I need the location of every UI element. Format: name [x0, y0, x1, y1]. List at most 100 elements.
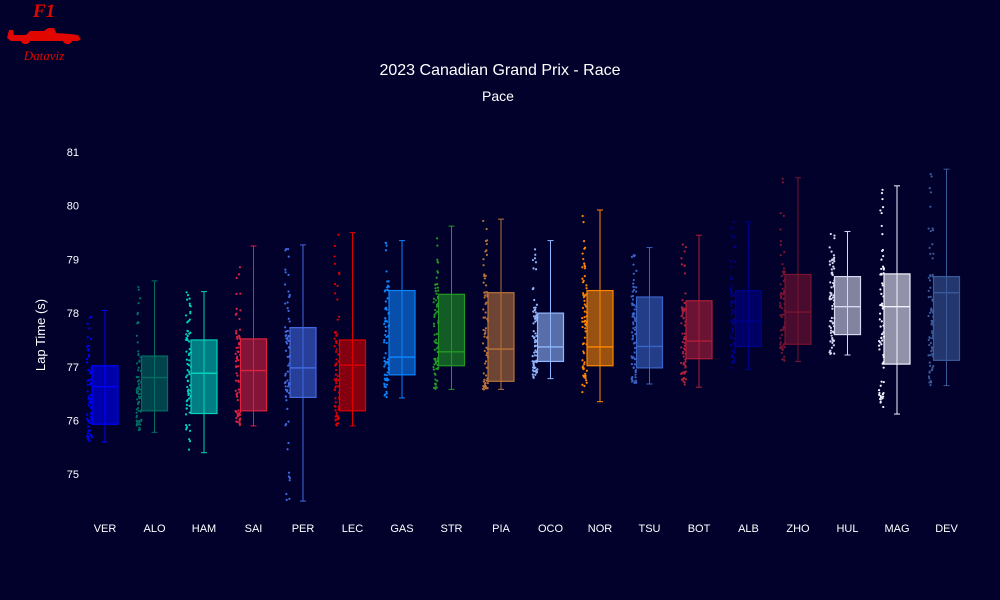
- lap-point: [683, 383, 686, 386]
- iqr-box: [140, 355, 169, 412]
- lap-point: [631, 303, 635, 306]
- lap-point: [87, 425, 90, 428]
- lap-point: [235, 329, 238, 332]
- lap-point: [283, 302, 287, 305]
- lap-point: [135, 388, 138, 391]
- lap-point: [483, 349, 486, 353]
- lap-point: [533, 345, 537, 348]
- lap-point: [236, 337, 239, 340]
- lap-point: [681, 340, 684, 344]
- lap-point: [435, 303, 439, 306]
- lap-point: [779, 345, 782, 348]
- lap-point: [435, 276, 438, 279]
- lap-point: [434, 299, 438, 302]
- lap-point: [234, 352, 237, 355]
- lap-point: [335, 358, 338, 361]
- lap-point: [384, 363, 387, 366]
- lap-point: [533, 351, 536, 354]
- lap-point: [90, 434, 93, 438]
- lap-point: [828, 298, 831, 301]
- lap-point: [185, 400, 188, 403]
- lap-point: [235, 331, 238, 335]
- lap-point: [880, 336, 883, 339]
- lap-point: [833, 352, 836, 355]
- lap-point: [137, 428, 140, 432]
- lap-point: [583, 361, 586, 364]
- lap-point: [434, 312, 437, 315]
- lap-point: [385, 286, 389, 289]
- lap-point: [931, 366, 934, 369]
- y-axis-label: Lap Time (s): [33, 299, 48, 371]
- box-ver: [85, 309, 119, 443]
- lap-point: [383, 365, 386, 368]
- lap-point: [781, 358, 784, 361]
- lap-point: [830, 268, 833, 271]
- lap-point: [828, 263, 832, 266]
- lap-point: [483, 316, 487, 319]
- lap-point: [186, 334, 189, 338]
- lap-point: [86, 419, 90, 422]
- lap-point: [829, 281, 832, 284]
- lap-point: [779, 301, 782, 304]
- lap-point: [682, 370, 685, 374]
- lap-point: [932, 364, 935, 368]
- lap-point: [483, 382, 486, 385]
- lap-point: [927, 295, 930, 299]
- lap-point: [879, 209, 882, 212]
- lap-point: [927, 375, 930, 378]
- lap-point: [534, 332, 537, 335]
- lap-point: [533, 336, 536, 339]
- lap-point: [482, 308, 485, 311]
- lap-point: [287, 364, 290, 367]
- lap-point: [333, 378, 336, 381]
- lap-point: [288, 476, 292, 479]
- lap-point: [185, 407, 188, 410]
- lap-point: [485, 346, 488, 349]
- lap-point: [632, 278, 635, 282]
- lap-point: [583, 264, 586, 267]
- lap-point: [583, 267, 587, 270]
- x-tick-label: HAM: [192, 523, 216, 535]
- lap-point: [831, 307, 834, 310]
- lap-point: [287, 290, 290, 293]
- lap-point: [385, 383, 389, 386]
- lap-point: [779, 239, 783, 243]
- lap-point: [632, 321, 635, 324]
- lap-point: [928, 311, 932, 314]
- lap-point: [779, 305, 782, 309]
- lap-point: [481, 342, 485, 345]
- lap-point: [435, 347, 438, 350]
- lap-point: [928, 279, 932, 282]
- lap-point: [585, 369, 588, 372]
- lap-point: [680, 315, 683, 318]
- lap-point: [880, 333, 884, 336]
- lap-point: [337, 233, 340, 236]
- lap-point: [932, 252, 935, 255]
- lap-point: [234, 379, 238, 382]
- lap-point: [782, 297, 785, 300]
- lap-point: [335, 418, 338, 421]
- lap-point: [730, 289, 733, 292]
- lap-point: [287, 339, 290, 343]
- lap-point: [783, 355, 786, 358]
- lap-point: [635, 290, 638, 293]
- lap-point: [682, 361, 686, 365]
- iqr-box: [190, 339, 218, 415]
- lap-point: [335, 362, 338, 365]
- lap-point: [235, 292, 238, 296]
- lap-point: [383, 356, 386, 359]
- lap-point: [630, 363, 634, 366]
- lap-point: [135, 391, 139, 394]
- lap-point: [432, 301, 435, 304]
- lap-point: [634, 376, 637, 379]
- lap-point: [832, 281, 835, 285]
- x-tick-label: ALO: [143, 523, 165, 535]
- lap-point: [234, 313, 237, 316]
- lap-point: [186, 369, 189, 372]
- lap-point: [137, 401, 140, 404]
- lap-point: [632, 282, 635, 285]
- lap-point: [928, 370, 931, 373]
- lap-point: [284, 395, 287, 398]
- logo-dataviz-text: Dataviz: [23, 48, 65, 63]
- lap-point: [287, 471, 291, 474]
